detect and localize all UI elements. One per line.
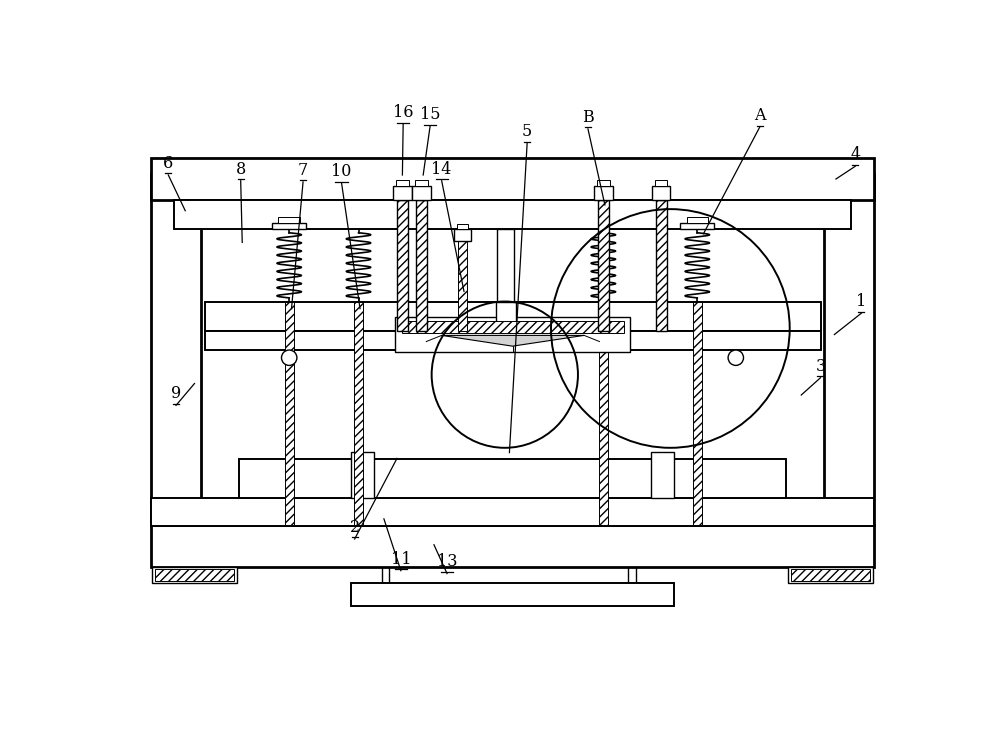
Circle shape [728,350,744,366]
Bar [651,452,674,498]
Text: A: A [754,107,765,124]
Bar [687,217,708,223]
Text: 7: 7 [298,162,308,179]
Bar [458,241,467,331]
Bar [597,180,610,186]
Bar [680,223,714,229]
Bar [205,331,820,350]
Bar [598,200,609,331]
Bar [151,174,201,525]
Text: 2: 2 [350,519,360,536]
Text: 1: 1 [856,293,866,310]
Text: 10: 10 [331,163,352,180]
Text: 4: 4 [850,147,860,163]
Text: 8: 8 [236,161,246,178]
Bar [497,229,514,301]
Bar [454,229,471,241]
Bar [285,301,294,525]
Bar [402,321,624,333]
Bar [824,174,874,525]
Text: 5: 5 [522,123,532,140]
Bar [693,301,702,525]
Bar [239,459,786,498]
Bar [152,567,237,583]
Text: 6: 6 [163,155,173,172]
Bar [155,568,234,581]
Bar [656,200,666,331]
Bar [655,180,667,186]
Text: 15: 15 [420,106,440,123]
Bar [652,186,670,200]
Bar [393,186,412,200]
Text: B: B [582,109,594,126]
Text: 13: 13 [437,554,457,571]
Bar [395,317,630,352]
Bar [351,452,374,498]
Bar [351,583,674,606]
Text: 16: 16 [393,104,413,121]
Text: 9: 9 [171,385,181,402]
Bar [788,567,873,583]
Polygon shape [442,335,584,346]
Text: 14: 14 [431,161,452,178]
Bar [151,498,874,527]
Bar [791,568,870,581]
Bar [416,200,427,331]
Bar [354,301,363,525]
Bar [496,301,516,331]
Bar [594,186,613,200]
Bar [396,180,409,186]
Bar [272,223,306,229]
Bar [151,158,874,200]
Bar [151,525,874,567]
Bar [174,200,851,229]
Bar [457,224,468,229]
Bar [278,217,300,223]
Bar [415,180,428,186]
Text: 3: 3 [815,358,826,375]
Circle shape [282,350,297,366]
Text: 11: 11 [391,551,411,568]
Bar [599,301,608,525]
Bar [205,301,820,331]
Bar [397,200,408,331]
Bar [412,186,431,200]
